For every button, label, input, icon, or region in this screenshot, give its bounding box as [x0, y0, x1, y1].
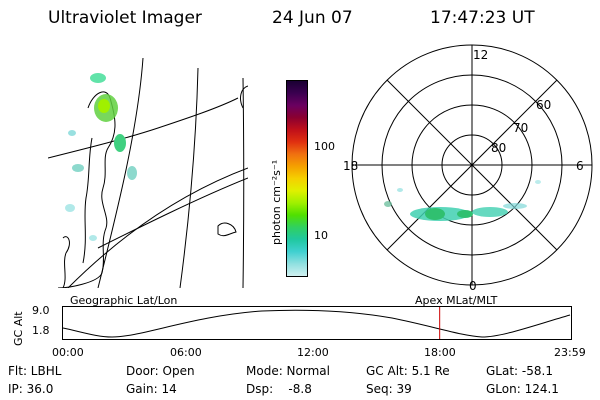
status-dsp: Dsp: -8.8	[246, 382, 312, 396]
lat-label-80: 80	[491, 141, 506, 155]
time-label: 17:47:23 UT	[430, 8, 535, 28]
timeline-xtick-0000: 00:00	[52, 346, 84, 359]
mlt-label-18: 18	[343, 159, 358, 173]
colorbar	[286, 80, 308, 277]
polar-map: 12 18 6 0 60 70 80	[343, 44, 593, 293]
geographic-map-label: Geographic Lat/Lon	[70, 294, 178, 307]
lat-label-70: 70	[513, 121, 528, 135]
altitude-curve	[62, 309, 571, 338]
status-gain: Gain: 14	[126, 382, 177, 396]
status-door: Door: Open	[126, 364, 195, 378]
status-glon: GLon: 124.1	[486, 382, 559, 396]
colorbar-tick-10: 10	[314, 229, 328, 242]
polar-grid	[351, 44, 593, 286]
colorbar-unit-label: photon cm⁻²s⁻¹	[270, 159, 283, 245]
status-mode: Mode: Normal	[246, 364, 330, 378]
timeline-y-label: GC Alt	[12, 311, 25, 346]
geographic-map	[48, 57, 248, 288]
polar-aurora	[384, 180, 541, 221]
timeline-ytick-max: 9.0	[32, 304, 50, 317]
mlt-label-0: 0	[469, 279, 477, 293]
timeline-ytick-min: 1.8	[32, 324, 50, 337]
coastline	[57, 85, 248, 288]
mlt-label-6: 6	[576, 159, 584, 173]
instrument-title: Ultraviolet Imager	[48, 8, 202, 28]
date-label: 24 Jun 07	[272, 8, 353, 28]
timeline-xtick-0600: 06:00	[170, 346, 202, 359]
status-filter: Flt: LBHL	[8, 364, 62, 378]
timeline-plot	[62, 306, 572, 340]
status-gc-alt: GC Alt: 5.1 Re	[366, 364, 450, 378]
status-ip: IP: 36.0	[8, 382, 54, 396]
status-seq: Seq: 39	[366, 382, 412, 396]
timeline-frame	[62, 306, 572, 340]
timeline-xtick-2359: 23:59	[554, 346, 586, 359]
polar-map-label: Apex MLat/MLT	[415, 294, 498, 307]
colorbar-gradient	[287, 81, 307, 276]
colorbar-tick-100: 100	[314, 140, 335, 153]
status-glat: GLat: -58.1	[486, 364, 553, 378]
aurora-emission	[65, 73, 137, 241]
geographic-grid	[48, 57, 248, 288]
mlt-label-12: 12	[473, 48, 488, 62]
timeline-xtick-1200: 12:00	[297, 346, 329, 359]
lat-label-60: 60	[536, 98, 551, 112]
timeline-xtick-1800: 18:00	[424, 346, 456, 359]
